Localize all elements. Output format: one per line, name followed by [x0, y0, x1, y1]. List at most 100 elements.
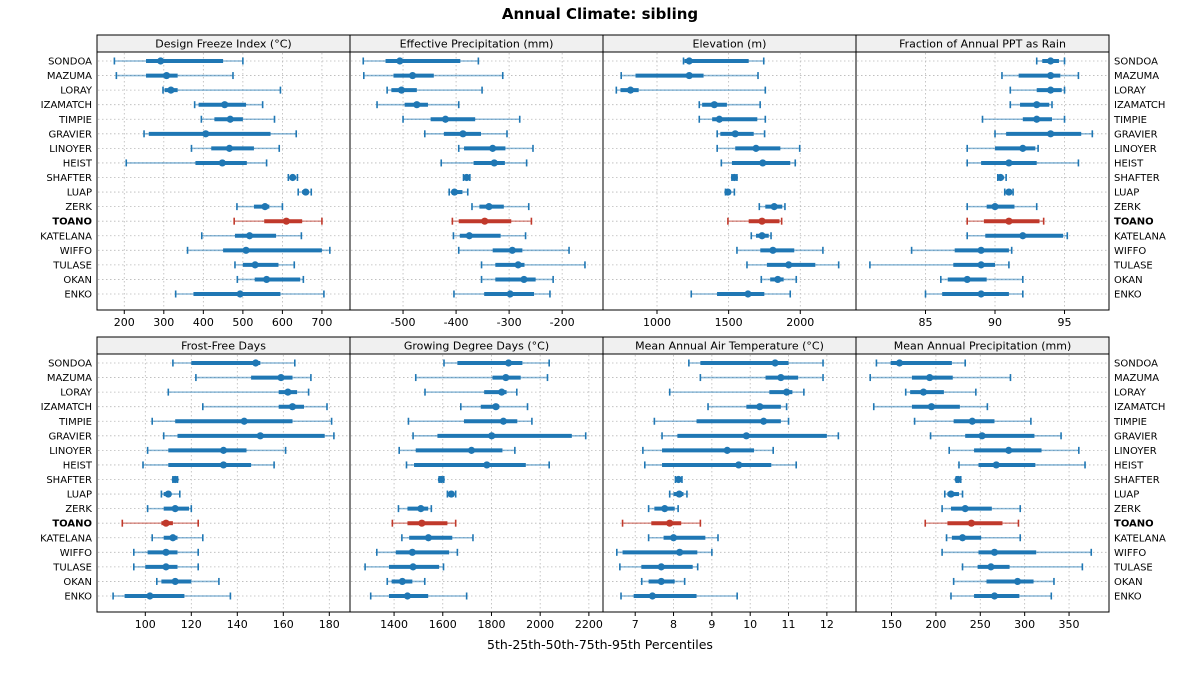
axis-tick-label: -500	[391, 316, 416, 329]
site-label: HEIST	[1114, 158, 1144, 169]
site-label: ENKO	[1114, 290, 1142, 301]
axis-tick-label: 7	[632, 618, 639, 631]
site-label: TULASE	[52, 260, 92, 271]
median-dot	[927, 403, 936, 411]
site-label: ZERK	[65, 504, 92, 515]
median-dot	[756, 403, 764, 411]
axis-tick-label: 11	[782, 618, 796, 631]
median-dot	[221, 101, 229, 109]
median-dot	[218, 159, 226, 167]
median-dot	[226, 115, 234, 123]
median-dot	[674, 475, 683, 484]
median-dot	[710, 101, 718, 109]
site-label: IZAMATCH	[1114, 100, 1165, 111]
median-dot	[760, 417, 768, 425]
median-dot	[169, 534, 177, 542]
median-dot	[171, 577, 179, 586]
median-dot	[758, 232, 766, 240]
median-dot	[167, 86, 175, 94]
panel-plot-area	[96, 51, 351, 311]
axis-tick-label: 500	[232, 316, 253, 329]
panel-plot-area	[349, 51, 604, 311]
site-label: TIMPIE	[1113, 417, 1147, 428]
site-label: TOANO	[1114, 217, 1154, 228]
median-dot	[685, 71, 693, 80]
median-dot	[508, 246, 516, 254]
median-dot	[1005, 217, 1013, 225]
median-dot	[735, 461, 743, 469]
axis-tick-label: 250	[970, 618, 991, 631]
site-label: LINOYER	[49, 144, 92, 155]
median-dot	[1019, 232, 1027, 240]
axis-tick-label: 8	[670, 618, 677, 631]
median-dot	[895, 359, 904, 367]
panel-plot-area	[602, 51, 857, 311]
median-dot	[991, 203, 999, 211]
median-dot	[447, 490, 455, 498]
median-dot	[157, 57, 165, 65]
site-label: MAZUMA	[1114, 373, 1159, 384]
panel-strip-title: Design Freeze Index (°C)	[155, 38, 291, 51]
axis-tick-label: 2000	[526, 618, 554, 631]
site-label: HEIST	[63, 460, 93, 471]
site-label: LINOYER	[49, 446, 92, 457]
median-dot	[289, 173, 297, 182]
site-label: LUAP	[67, 188, 92, 199]
median-dot	[506, 290, 514, 298]
median-dot	[485, 203, 493, 211]
site-label: TOANO	[52, 519, 92, 530]
median-dot	[926, 373, 934, 382]
median-dot	[744, 290, 752, 298]
median-dot	[723, 446, 731, 454]
median-dot	[947, 490, 955, 498]
median-dot	[676, 548, 684, 556]
median-dot	[987, 563, 995, 571]
median-dot	[171, 475, 179, 484]
axis-tick-label: -200	[550, 316, 575, 329]
median-dot	[919, 388, 928, 396]
median-dot	[225, 144, 234, 152]
median-dot	[742, 432, 750, 440]
axis-tick-label: 10	[743, 618, 757, 631]
chart-title: Annual Climate: sibling	[501, 5, 699, 23]
median-dot	[262, 275, 271, 284]
axis-tick-label: 95	[1058, 316, 1072, 329]
site-label: LORAY	[60, 86, 93, 97]
median-dot	[424, 534, 433, 542]
site-label: SONDOA	[1114, 359, 1158, 370]
site-label: MAZUMA	[47, 373, 92, 384]
site-label: ZERK	[1114, 504, 1141, 515]
median-dot	[236, 290, 244, 298]
median-dot	[648, 592, 657, 600]
axis-tick-label: 1500	[715, 316, 743, 329]
median-dot	[675, 490, 683, 498]
axis-tick-label: 1000	[643, 316, 671, 329]
panel-strip-title: Mean Annual Precipitation (mm)	[894, 340, 1071, 353]
median-dot	[490, 159, 498, 167]
site-label: ZERK	[1114, 202, 1141, 213]
panel-plot-area	[96, 353, 351, 613]
median-dot	[467, 446, 476, 454]
site-label: WIFFO	[60, 246, 92, 257]
site-label: SONDOA	[48, 359, 92, 370]
median-dot	[1047, 57, 1055, 65]
panel-plot-area	[855, 51, 1110, 311]
axis-tick-label: 1800	[477, 618, 505, 631]
site-label: WIFFO	[60, 548, 92, 559]
median-dot	[657, 577, 665, 586]
site-label: OKAN	[1114, 577, 1143, 588]
median-dot	[771, 359, 779, 367]
median-dot	[245, 232, 254, 240]
site-label: TULASE	[52, 562, 92, 573]
site-label: LINOYER	[1114, 446, 1157, 457]
median-dot	[488, 432, 496, 440]
site-label: ENKO	[1114, 592, 1142, 603]
site-label: TIMPIE	[58, 417, 92, 428]
median-dot	[715, 115, 723, 123]
median-dot	[219, 461, 228, 469]
median-dot	[731, 130, 739, 138]
site-label: MAZUMA	[47, 71, 92, 82]
site-label: GRAVIER	[1114, 431, 1158, 442]
